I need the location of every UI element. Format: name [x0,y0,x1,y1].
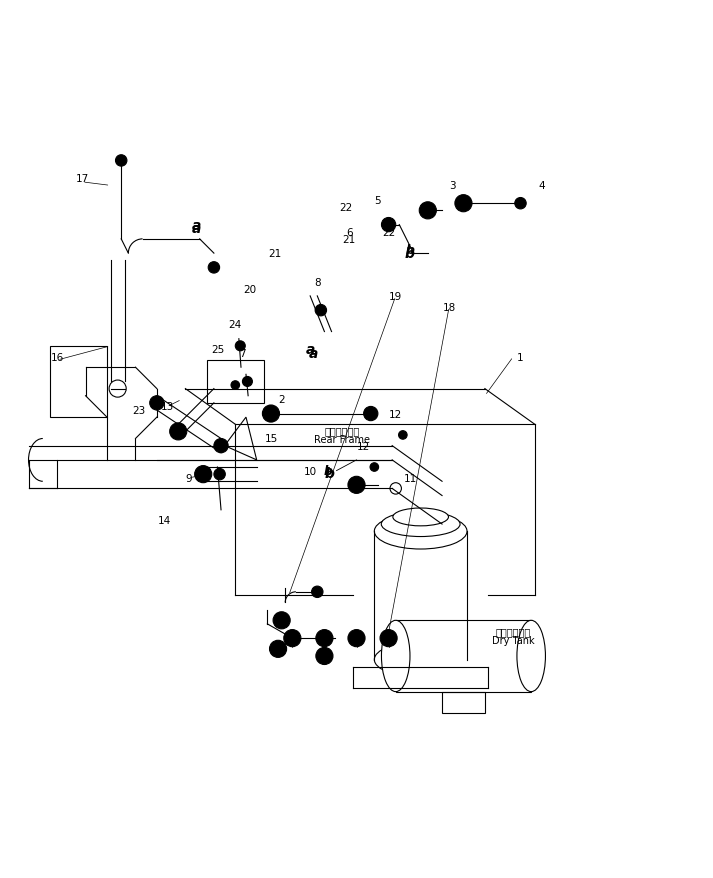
Circle shape [348,630,365,647]
Circle shape [370,464,379,471]
Text: 22: 22 [339,203,352,212]
Text: 22: 22 [382,227,395,237]
Bar [50,347,107,418]
Text: 12: 12 [389,409,402,419]
Text: Dry Tank: Dry Tank [492,636,535,645]
Circle shape [195,466,212,483]
Text: 21: 21 [343,234,356,245]
Text: 3: 3 [449,181,456,191]
Circle shape [231,381,240,390]
Circle shape [284,630,301,647]
Text: b: b [405,247,415,261]
Text: 9: 9 [185,473,193,483]
Ellipse shape [381,512,460,537]
Text: 19: 19 [389,291,402,301]
Bar [442,692,485,713]
Text: ドライタンク: ドライタンク [496,626,531,637]
Ellipse shape [393,508,448,526]
Text: 5: 5 [374,196,381,205]
Circle shape [273,612,290,630]
Text: 4: 4 [538,181,545,191]
Text: 10: 10 [304,466,317,476]
Text: 16: 16 [51,352,63,362]
Text: 20: 20 [243,284,256,294]
Text: 23: 23 [133,406,145,415]
Ellipse shape [381,621,410,692]
Text: 21: 21 [268,248,281,259]
Circle shape [316,648,333,665]
Text: a: a [191,222,201,236]
Circle shape [170,423,187,441]
Text: 13: 13 [161,402,174,412]
Text: 7: 7 [239,349,246,358]
Bar [396,621,531,692]
Text: a: a [309,347,319,361]
Text: 17: 17 [76,174,88,184]
Circle shape [364,407,378,421]
Circle shape [116,155,127,167]
Bar [207,361,264,403]
Text: Rear Frame: Rear Frame [314,435,370,444]
Ellipse shape [517,621,545,692]
Circle shape [316,630,333,647]
Circle shape [270,641,287,658]
Circle shape [399,431,407,440]
Text: 24: 24 [229,320,242,330]
Ellipse shape [374,642,467,678]
Text: 1: 1 [517,352,524,362]
Text: 12: 12 [357,441,370,451]
Text: a: a [305,343,315,357]
Circle shape [348,477,365,493]
Text: b: b [324,464,332,478]
Circle shape [455,196,472,212]
Circle shape [380,630,397,647]
Circle shape [208,263,220,274]
Circle shape [214,469,225,480]
Text: 6: 6 [346,227,353,237]
Text: リヤフレーム: リヤフレーム [324,426,360,435]
Text: b: b [406,244,414,256]
Circle shape [312,587,323,598]
Circle shape [262,406,279,422]
Circle shape [515,198,526,210]
Circle shape [381,219,396,233]
Circle shape [235,342,245,351]
Circle shape [150,396,164,411]
Circle shape [419,203,436,220]
Text: 25: 25 [211,345,224,355]
Text: 8: 8 [314,277,321,287]
Text: b: b [324,466,334,480]
Circle shape [315,306,327,316]
Text: 2: 2 [278,395,285,405]
Text: 14: 14 [158,516,170,526]
Text: a: a [191,219,201,233]
Text: 15: 15 [265,434,277,444]
Text: 18: 18 [443,302,456,313]
Text: 11: 11 [404,473,416,483]
Circle shape [214,439,228,453]
Circle shape [242,377,252,387]
